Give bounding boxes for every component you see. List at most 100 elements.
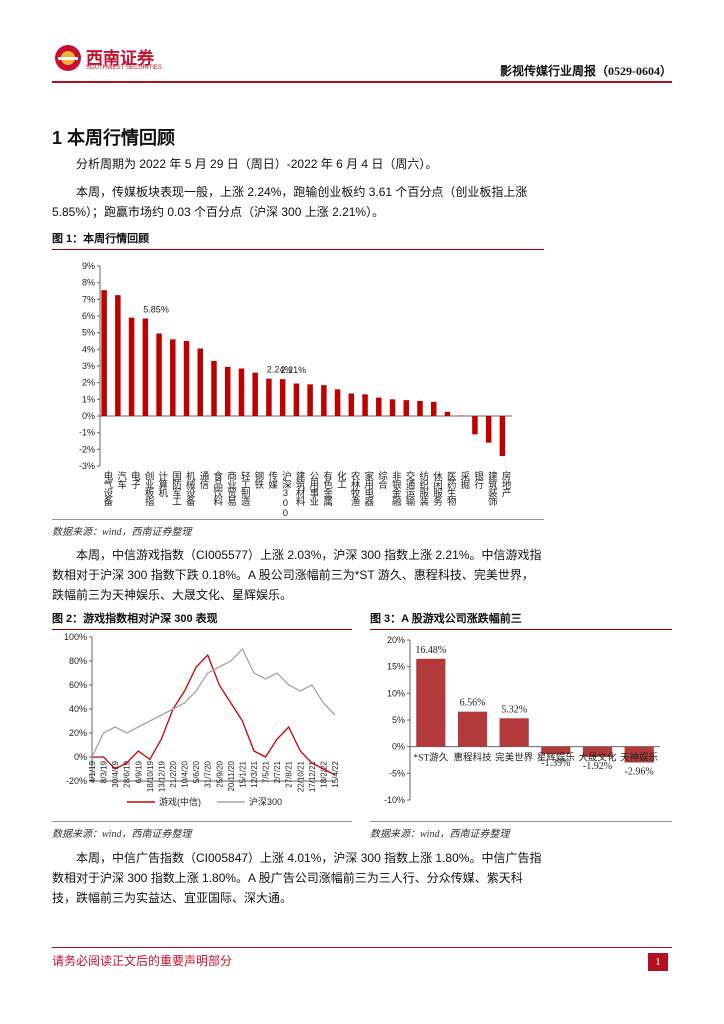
brand: 西南证券 (86, 49, 154, 68)
paragraph: 本周，传媒板块表现一般，上涨 2.24%，跑输创业板约 3.61 个百分点（创业… (52, 185, 528, 219)
y-tick-label: 5% (392, 715, 405, 725)
y-tick-label: 20% (387, 635, 405, 645)
y-tick-label: 5% (82, 328, 95, 338)
x-tick-label: 13/12/19 (157, 760, 166, 792)
x-tick-label: 大晟文化 (578, 752, 617, 764)
bar (224, 366, 231, 416)
figure-source: 数据来源：wind，西南证券整理 (52, 821, 352, 840)
y-tick-label: 1% (82, 394, 95, 404)
x-tick-label: 综合 (376, 470, 388, 490)
y-tick-label: 4% (82, 344, 95, 354)
y-tick-label: -10% (384, 795, 405, 805)
x-tick-label: 通信 (198, 471, 210, 490)
legend-label: 沪深300 (249, 796, 282, 807)
y-tick-label: -5% (389, 768, 405, 778)
x-tick-label: 星辉娱乐 (537, 752, 576, 764)
bar (238, 368, 245, 416)
y-tick-label: -1% (79, 428, 95, 438)
bar (101, 290, 107, 416)
bar (115, 295, 121, 416)
x-tick-label: 25/9/20 (215, 760, 224, 787)
x-tick-label: 公用事业 (307, 471, 319, 506)
x-tick-label: 轻工制造 (239, 470, 251, 507)
bar (457, 711, 488, 747)
data-label: 5.85% (143, 305, 169, 315)
series-line (91, 647, 336, 758)
x-tick-label: 食品饮料 (211, 470, 223, 507)
x-tick-label: 15/1/21 (238, 760, 247, 787)
paragraph: 本周，中信游戏指数（CI005577）上涨 2.03%，沪深 300 指数上涨 … (52, 548, 542, 602)
y-tick-label: 60% (69, 680, 87, 690)
x-tick-label: 18/2/22 (319, 760, 328, 787)
y-tick-label: 0% (392, 742, 405, 752)
bar (183, 341, 190, 416)
data-label: -2.96% (625, 766, 654, 777)
x-tick-label: 27/8/21 (285, 760, 294, 787)
x-tick-label: 农林牧渔 (349, 470, 361, 506)
x-tick-label: 6/9/19 (134, 760, 143, 783)
paragraph: 本周，中信广告指数（CI005847）上涨 4.01%，沪深 300 指数上涨 … (52, 851, 542, 905)
x-tick-label: 房地产 (500, 470, 512, 498)
y-tick-label: 10% (387, 688, 405, 698)
bar (170, 339, 176, 416)
x-tick-label: 计算机 (156, 470, 168, 498)
x-tick-label: 30/4/19 (111, 760, 120, 787)
x-tick-label: 28/6/19 (123, 760, 132, 787)
y-tick-label: 0% (82, 411, 95, 421)
bar (485, 416, 492, 443)
data-label: 16.48% (415, 645, 446, 656)
x-tick-label: 31/7/20 (204, 760, 213, 787)
x-tick-label: 传媒 (266, 470, 278, 490)
bar (362, 394, 368, 416)
y-tick-label: 80% (69, 656, 87, 666)
x-tick-label: 创业板指 (143, 470, 155, 507)
section-title: 1 本周行情回顾 (52, 128, 176, 148)
y-tick-label: -2% (79, 444, 95, 454)
footer-rule (52, 947, 672, 948)
report-title: 影视传媒行业周报（0529-0604） (500, 64, 672, 78)
chart: -10% -5% 0% 5% 10% 15% 20% 16.48% *ST游久 6.56% 惠程科技… (384, 635, 660, 805)
x-tick-label: 惠程科技 (453, 752, 492, 764)
data-label: -1.39% (541, 758, 570, 769)
x-tick-label: 21/2/20 (169, 760, 178, 787)
x-tick-label: 医药生物 (445, 471, 457, 507)
x-tick-label: 机械设备 (184, 470, 196, 507)
x-tick-label: 18/10/19 (146, 760, 155, 792)
x-tick-label: 22/10/21 (296, 760, 305, 792)
x-tick-label: 建筑材料 (294, 470, 306, 507)
bar (403, 400, 409, 416)
bar (417, 401, 423, 416)
y-tick-label: 2% (82, 378, 95, 388)
header: 西南证券 SOUTHWEST SECURITIES 影视传媒行业周报（0529-… (0, 0, 724, 90)
y-tick-label: 9% (82, 261, 95, 271)
bar (197, 348, 203, 416)
footer-note: 请务必阅读正文后的重要声明部分 (52, 954, 233, 968)
bar (348, 393, 355, 416)
bar (307, 384, 313, 416)
x-tick-label: 建筑装饰 (486, 470, 498, 507)
x-tick-label: 汽车 (115, 470, 127, 490)
bar (444, 411, 451, 416)
x-tick-label: 天神娱乐 (620, 752, 659, 764)
y-tick-label: 20% (69, 728, 87, 738)
bar (279, 379, 286, 416)
bar (430, 401, 437, 416)
header-rule (52, 81, 672, 83)
x-tick-label: *ST游久 (413, 752, 448, 764)
x-tick-label: 10/4/20 (181, 760, 190, 787)
y-tick-label: -20% (66, 776, 87, 786)
y-tick-label: 0% (74, 752, 87, 762)
paragraph: 分析周期为 2022 年 5 月 29 日（周日）-2022 年 6 月 4 日… (76, 157, 438, 171)
bar (541, 746, 571, 755)
y-tick-label: 40% (69, 704, 87, 714)
data-label: 5.32% (501, 704, 527, 715)
y-tick-label: -3% (79, 461, 95, 471)
x-tick-label: 非银金融 (390, 470, 402, 507)
x-tick-label: 7/5/21 (262, 760, 271, 783)
bar (582, 746, 613, 757)
chart: -20% 0% 20% 40% 60% 80% 100% 4/1/19 8/3/19 30/4/1… (64, 632, 340, 807)
x-tick-label: 5/6/20 (192, 760, 201, 783)
x-tick-label: 交通运输 (404, 470, 416, 507)
bar (321, 385, 327, 416)
